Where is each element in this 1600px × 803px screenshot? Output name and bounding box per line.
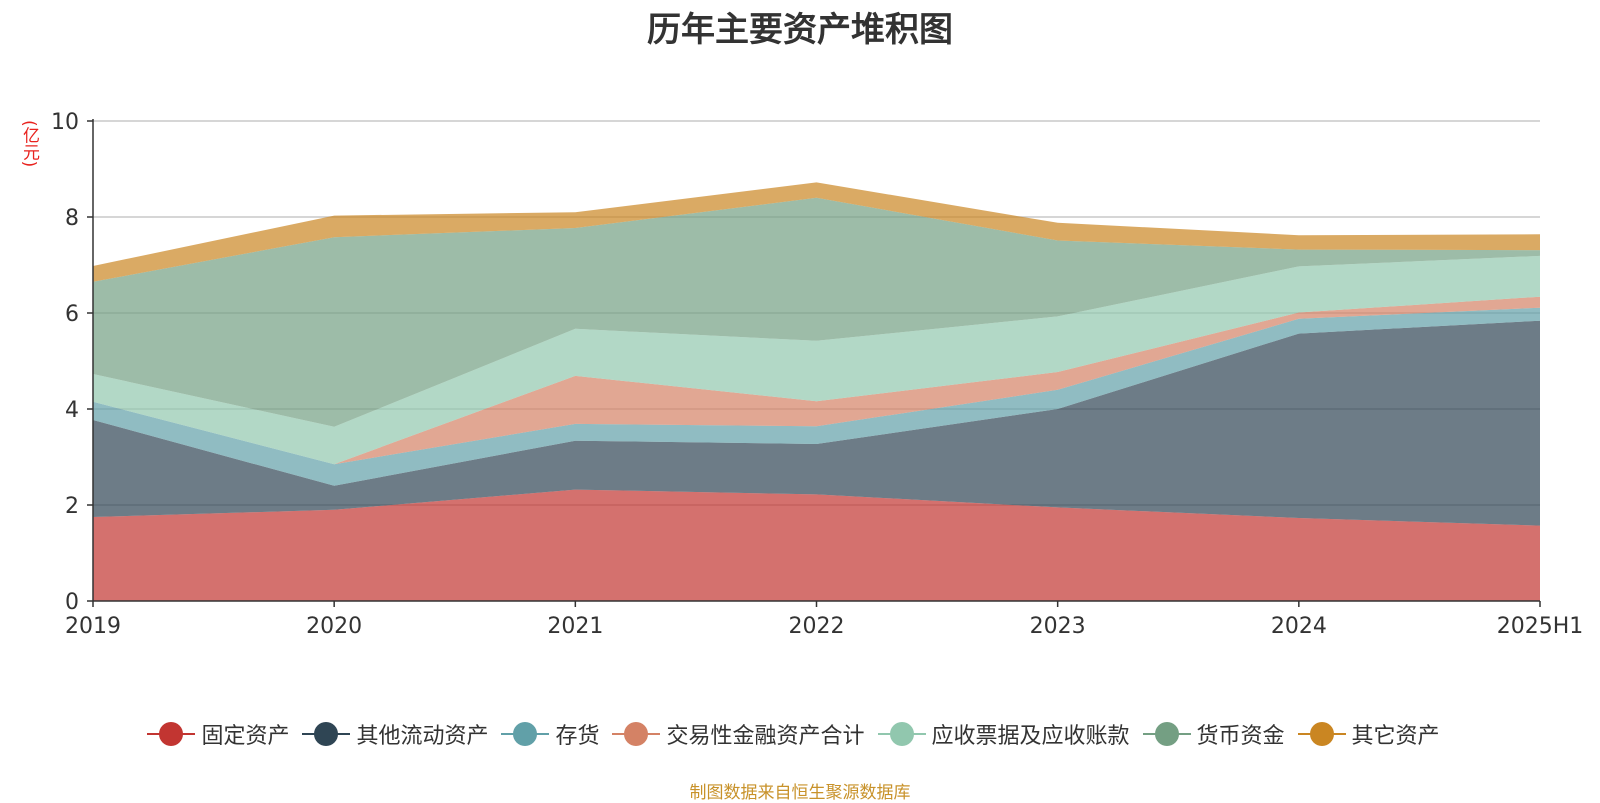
legend-item-3[interactable]: 存货 bbox=[501, 718, 599, 750]
legend-item-5[interactable]: 应收票据及应收账款 bbox=[877, 718, 1130, 750]
stacked-area-chart: 0 2 4 6 8 10 2019 2020 2021 2022 2023 2024 2025H1 bbox=[51, 110, 1583, 639]
y-tick-label-0: 0 bbox=[65, 590, 79, 615]
legend-marker bbox=[877, 722, 926, 746]
chart-title: 历年主要资产堆积图 bbox=[647, 10, 953, 50]
y-tick-label-2: 2 bbox=[65, 494, 79, 519]
area-1 bbox=[93, 489, 1540, 601]
y-tick-label-6: 6 bbox=[65, 302, 79, 327]
legend-item-4[interactable]: 交易性金融资产合计 bbox=[612, 718, 865, 750]
legend-label: 应收票据及应收账款 bbox=[931, 724, 1130, 749]
area-2 bbox=[93, 320, 1540, 526]
legend-label: 固定资产 bbox=[201, 724, 290, 749]
legend-marker bbox=[1297, 722, 1346, 746]
legend-item-7[interactable]: 其它资产 bbox=[1297, 718, 1440, 750]
area-5 bbox=[93, 255, 1540, 465]
legend-label: 其它资产 bbox=[1351, 724, 1440, 749]
legend-label: 货币资金 bbox=[1196, 724, 1285, 749]
x-tick-label-2019: 2019 bbox=[65, 614, 121, 639]
x-tick-label-2024: 2024 bbox=[1271, 614, 1327, 639]
area-7 bbox=[93, 182, 1540, 282]
x-tick-label-2020: 2020 bbox=[306, 614, 362, 639]
legend-marker bbox=[302, 722, 351, 746]
legend-label: 其他流动资产 bbox=[356, 724, 489, 749]
x-tick-label-2022: 2022 bbox=[789, 614, 845, 639]
x-tick-label-2025H1: 2025H1 bbox=[1497, 614, 1584, 639]
legend-marker bbox=[501, 722, 550, 746]
area-3 bbox=[93, 307, 1540, 486]
y-tick-label-8: 8 bbox=[65, 206, 79, 231]
legend-label: 交易性金融资产合计 bbox=[666, 724, 865, 749]
legend-marker bbox=[147, 722, 196, 746]
legend-item-2[interactable]: 其他流动资产 bbox=[302, 718, 488, 750]
x-tick-label-2023: 2023 bbox=[1030, 614, 1086, 639]
legend-item-1[interactable]: 固定资产 bbox=[147, 718, 289, 750]
y-tick-label-10: 10 bbox=[51, 110, 79, 135]
x-tick-label-2021: 2021 bbox=[547, 614, 603, 639]
y-axis-unit-label: (亿元) bbox=[19, 120, 39, 168]
area-6 bbox=[93, 197, 1540, 427]
y-tick-label-4: 4 bbox=[65, 398, 79, 423]
legend-label: 存货 bbox=[555, 724, 600, 749]
legend: 固定资产 其他流动资产 存货 交易性金融资产合计 应收票据及应收账款 货币资金 其它资产 bbox=[0, 718, 1600, 750]
area-4 bbox=[93, 296, 1540, 465]
data-source-note: 制图数据来自恒生聚源数据库 bbox=[689, 783, 911, 803]
axes: 0 2 4 6 8 10 2019 2020 2021 2022 2023 2024 2025H1 bbox=[51, 110, 1583, 639]
area-series bbox=[93, 182, 1540, 601]
legend-marker bbox=[1142, 722, 1191, 746]
legend-marker bbox=[612, 722, 661, 746]
legend-item-6[interactable]: 货币资金 bbox=[1142, 718, 1285, 750]
